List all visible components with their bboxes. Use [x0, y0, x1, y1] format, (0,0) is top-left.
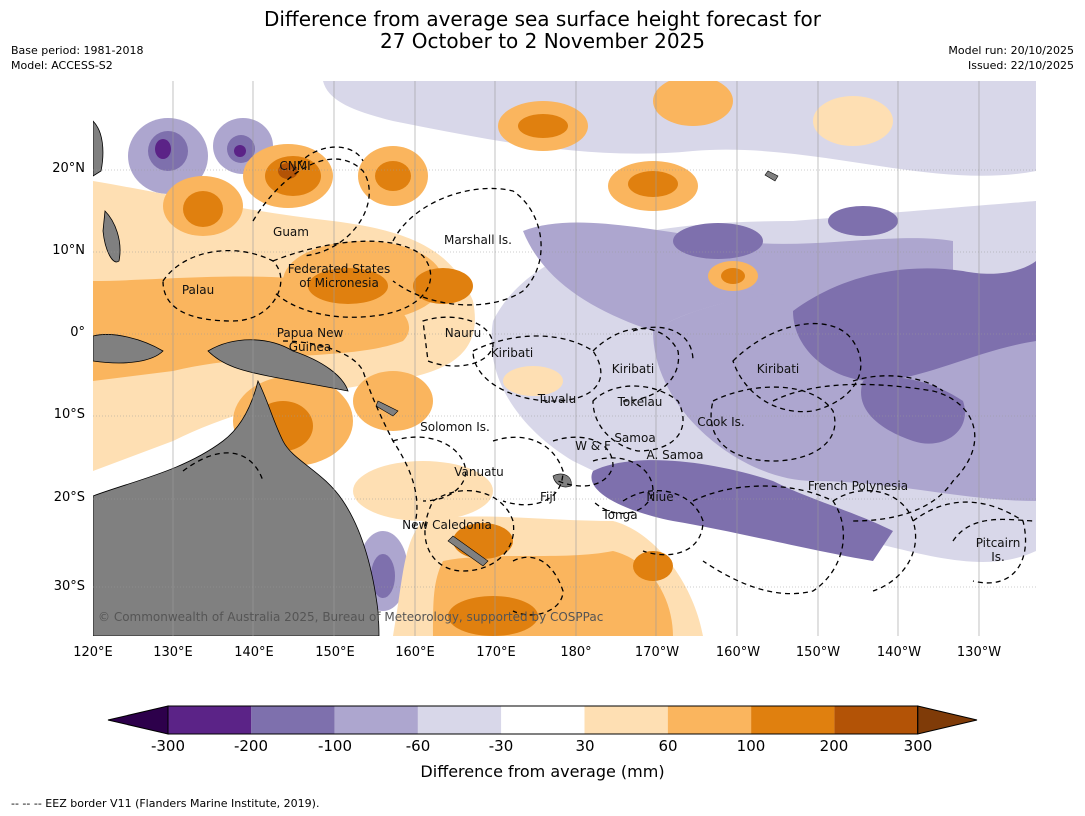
colorbar-tick-neg200: -200 [233, 737, 269, 755]
colorbar-tick-100: 100 [736, 737, 766, 755]
label-cnmi: CNMI [279, 159, 310, 173]
colorbar-tick-neg30: -30 [488, 737, 514, 755]
region-labels: CNMI Guam Marshall Is. Federated States … [182, 159, 1020, 564]
lat-tick-10s: 10°S [53, 407, 85, 422]
hawaii-islands [764, 170, 779, 182]
label-nauru: Nauru [445, 326, 481, 340]
lon-tick-120e: 120°E [73, 645, 113, 660]
base-period: Base period: 1981-2018 [11, 44, 144, 57]
eez-note: -- -- -- EEZ border V11 (Flanders Marine… [11, 797, 320, 810]
australia [93, 379, 380, 636]
label-pitcairn-2: Is. [991, 550, 1005, 564]
colorbar-tick-neg100: -100 [317, 737, 353, 755]
meta-left: Base period: 1981-2018 Model: ACCESS-S2 [11, 43, 143, 73]
colorbar-tick-neg60: -60 [405, 737, 431, 755]
lat-tick-20n: 20°N [52, 161, 85, 176]
label-palau: Palau [182, 283, 214, 297]
colorbar [107, 705, 978, 735]
colorbar-extend-high [917, 705, 978, 735]
colorbar-label: Difference from average (mm) [420, 762, 665, 781]
model-name: Model: ACCESS-S2 [11, 59, 113, 72]
label-marshall: Marshall Is. [444, 233, 512, 247]
colorbar-bin-6 [584, 706, 668, 734]
lon-tick-130w: 130°W [956, 645, 1002, 660]
colorbar-bin-7 [667, 706, 752, 734]
label-pitcairn-1: Pitcairn [976, 536, 1021, 550]
label-american-samoa: A. Samoa [647, 448, 704, 462]
positive-anomaly-layer [93, 81, 893, 636]
model-run: Model run: 20/10/2025 [948, 44, 1074, 57]
label-vanuatu: Vanuatu [454, 465, 504, 479]
philippines [102, 210, 121, 263]
lon-tick-140e: 140°E [234, 645, 274, 660]
new-guinea [207, 339, 349, 392]
chart-title: Difference from average sea surface heig… [0, 8, 1085, 52]
colorbar-tick-30: 30 [575, 737, 595, 755]
eez-borders [162, 146, 1036, 616]
label-fsm-2: of Micronesia [299, 276, 379, 290]
label-niue: Niue [646, 490, 673, 504]
colorbar-bin-2 [251, 706, 335, 734]
graticule [93, 81, 1036, 636]
lon-tick-140w: 140°W [876, 645, 922, 660]
lon-tick-150e: 150°E [315, 645, 355, 660]
label-png-1: Papua New [277, 326, 344, 340]
title-line-1: Difference from average sea surface heig… [263, 7, 822, 31]
title-line-2: 27 October to 2 November 2025 [379, 29, 706, 53]
label-samoa: Samoa [614, 431, 655, 445]
label-cook: Cook Is. [697, 415, 744, 429]
label-kiribati-west: Kiribati [491, 346, 533, 360]
label-kiribati-central: Kiribati [612, 362, 654, 376]
label-solomon: Solomon Is. [420, 420, 490, 434]
label-new-caledonia: New Caledonia [402, 518, 492, 532]
indonesia [93, 334, 164, 364]
lon-tick-130e: 130°E [153, 645, 193, 660]
lon-tick-160w: 160°W [715, 645, 761, 660]
label-fiji: Fiji [540, 490, 556, 504]
colorbar-bin-3 [334, 706, 418, 734]
colorbar-tick-60: 60 [658, 737, 678, 755]
colorbar-bin-1 [168, 706, 252, 734]
label-png-2: Guinea [289, 340, 332, 354]
lon-tick-170w: 170°W [634, 645, 680, 660]
copyright-notice: © Commonwealth of Australia 2025, Bureau… [98, 610, 603, 624]
label-french-polynesia: French Polynesia [808, 479, 908, 493]
lon-tick-170e: 170°E [476, 645, 516, 660]
label-guam: Guam [273, 225, 309, 239]
taiwan-coast [93, 120, 104, 177]
label-wallis-futuna: W & F [575, 439, 611, 453]
label-tuvalu: Tuvalu [537, 392, 577, 406]
lon-tick-160e: 160°E [395, 645, 435, 660]
lat-tick-0: 0° [70, 325, 85, 340]
colorbar-bin-8 [751, 706, 835, 734]
lat-tick-30s: 30°S [53, 579, 85, 594]
colorbar-extend-low [107, 705, 169, 735]
label-tokelau: Tokelau [617, 395, 663, 409]
label-kiribati-east: Kiribati [757, 362, 799, 376]
colorbar-bin-4 [417, 706, 502, 734]
colorbar-bin-5 [501, 706, 585, 734]
lon-tick-180: 180° [560, 645, 592, 660]
label-fsm-1: Federated States [288, 262, 390, 276]
sea-level-map: CNMI Guam Marshall Is. Federated States … [93, 81, 1036, 636]
lat-tick-20s: 20°S [53, 490, 85, 505]
issued-date: Issued: 22/10/2025 [967, 59, 1074, 72]
lat-tick-10n: 10°N [52, 243, 85, 258]
colorbar-tick-200: 200 [819, 737, 849, 755]
meta-right: Model run: 20/10/2025 Issued: 22/10/2025 [948, 43, 1074, 73]
new-caledonia [447, 535, 489, 567]
colorbar-tick-300: 300 [903, 737, 933, 755]
lon-tick-150w: 150°W [795, 645, 841, 660]
land-layer [93, 120, 779, 636]
label-tonga: Tonga [601, 508, 637, 522]
colorbar-tick-neg300: -300 [150, 737, 186, 755]
colorbar-bin-9 [834, 706, 918, 734]
